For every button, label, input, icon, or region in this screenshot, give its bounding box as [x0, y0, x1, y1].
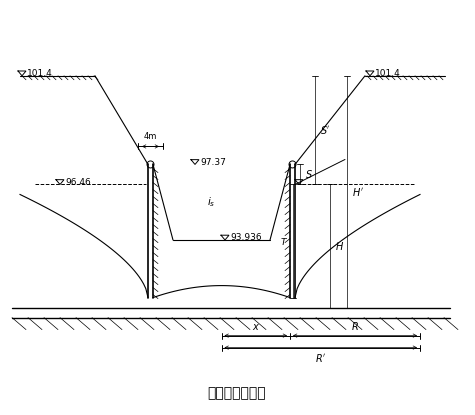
- Text: $S$: $S$: [305, 168, 313, 181]
- Text: $R'$: $R'$: [315, 352, 326, 364]
- Text: 101.4: 101.4: [27, 69, 53, 78]
- Text: $S'$: $S'$: [320, 124, 331, 136]
- Text: $H'$: $H'$: [352, 186, 364, 198]
- Text: $x$: $x$: [252, 322, 260, 332]
- Text: 97.37: 97.37: [200, 158, 226, 166]
- Text: $R$: $R$: [351, 320, 359, 332]
- Text: 93.936: 93.936: [230, 233, 262, 242]
- Text: $i_s$: $i_s$: [207, 195, 216, 209]
- Text: $H$: $H$: [335, 240, 344, 252]
- Text: 96.46: 96.46: [65, 178, 91, 187]
- Text: $T$: $T$: [280, 236, 288, 247]
- Text: 4m: 4m: [144, 132, 157, 142]
- Text: 101.4: 101.4: [375, 69, 401, 78]
- Text: 涌水量计算简图: 涌水量计算简图: [208, 386, 266, 400]
